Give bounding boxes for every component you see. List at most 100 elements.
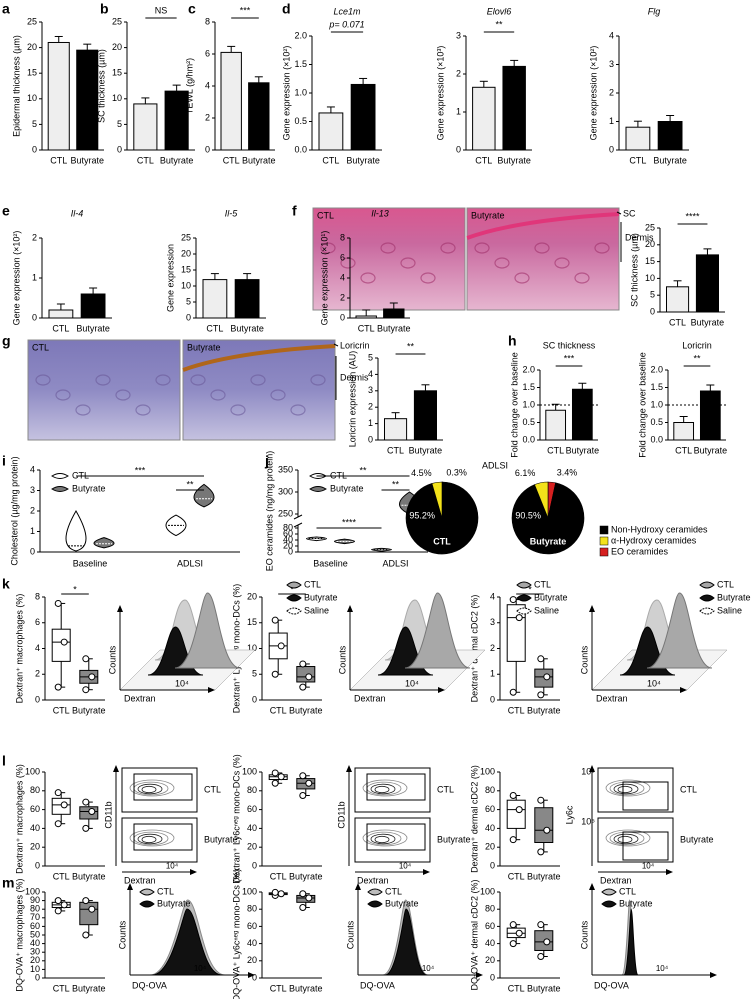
y-tick-label: 250 xyxy=(278,508,293,518)
significance: ** xyxy=(186,479,194,489)
bar xyxy=(318,112,344,151)
histogram xyxy=(404,592,471,669)
y-tick-label: 60 xyxy=(247,921,257,931)
data-point xyxy=(299,660,307,668)
tissue-structure xyxy=(290,404,306,416)
flow-x-label: Dextran xyxy=(124,875,156,885)
data-point xyxy=(299,903,307,911)
axis-arrow xyxy=(589,605,595,612)
y-tick-label: 0 xyxy=(368,434,373,444)
significance: NS xyxy=(155,5,168,15)
panel-label: f xyxy=(292,203,297,219)
violin xyxy=(93,537,115,549)
y-tick-label: 60 xyxy=(30,804,40,814)
flow-y-label: Ly6c xyxy=(564,805,574,824)
y-tick-label: 40 xyxy=(283,534,293,544)
flow-y-label: Counts xyxy=(579,920,589,949)
significance: ** xyxy=(693,353,701,363)
y-axis-label: Gene expression (×10²) xyxy=(588,46,598,141)
data-point xyxy=(54,683,62,691)
data-point xyxy=(509,921,517,929)
legend-swatch xyxy=(699,594,715,602)
tissue-structure xyxy=(190,374,206,386)
data-point xyxy=(299,683,307,691)
box xyxy=(534,807,554,843)
y-tick-label: 20 xyxy=(485,955,495,965)
legend-swatch xyxy=(367,900,383,908)
y-tick-label: 20 xyxy=(30,955,40,965)
legend-swatch xyxy=(699,581,715,589)
y-tick-label: 5 xyxy=(117,119,122,129)
pie-label: CTL xyxy=(433,536,451,546)
legend-label: EO ceramides xyxy=(611,546,669,556)
panel-label: e xyxy=(2,203,10,219)
data-point xyxy=(543,673,551,681)
axis-arrow xyxy=(680,687,687,693)
bar xyxy=(234,279,260,319)
group-label: CTL xyxy=(437,784,454,794)
pie-value-label: 4.5% xyxy=(411,468,432,478)
y-tick-label: 40 xyxy=(247,938,257,948)
data-point xyxy=(54,599,62,607)
tissue-structure xyxy=(135,404,151,416)
tissue-structure xyxy=(95,374,111,386)
y-tick-label: 0 xyxy=(490,694,495,704)
axis-arrow xyxy=(113,765,119,772)
bar xyxy=(76,49,99,151)
histology-image xyxy=(182,339,336,441)
x-tick-label: CTL xyxy=(475,155,492,165)
pie-value-label: 90.5% xyxy=(515,510,541,520)
y-tick-label: 0 xyxy=(32,144,37,154)
data-point xyxy=(299,772,307,780)
panel-label: j xyxy=(264,453,269,469)
axis-arrow xyxy=(476,972,483,978)
axis-arrow xyxy=(127,883,133,890)
y-tick-label: 5 xyxy=(650,290,655,300)
bar xyxy=(502,65,526,151)
x-tick-label: CTL xyxy=(52,323,69,333)
histogram xyxy=(151,908,223,976)
flow-x-label: Dextran xyxy=(357,875,389,885)
pie-value-label: 95.2% xyxy=(409,510,435,520)
pie-slice xyxy=(431,481,443,519)
marker-line xyxy=(333,343,339,347)
data-point xyxy=(54,907,62,915)
y-tick-label: 30 xyxy=(30,947,40,957)
box xyxy=(506,799,526,829)
y-tick-label: 0 xyxy=(30,546,35,556)
y-tick-label: 100 xyxy=(242,766,257,776)
image-marker: Dermis xyxy=(625,232,654,242)
chart-title: Il-5 xyxy=(225,208,238,218)
gate xyxy=(366,823,426,851)
contour xyxy=(141,835,157,844)
legend-label: Butyrate xyxy=(72,483,106,493)
data-point xyxy=(60,801,68,809)
y-tick-label: 80 xyxy=(30,785,40,795)
data-point xyxy=(537,691,545,699)
y-axis-label: TEWL (g/hm²) xyxy=(184,58,194,114)
histology-image xyxy=(312,207,466,311)
chart-title: ADLSI xyxy=(482,460,508,470)
box xyxy=(51,628,71,662)
tissue-structure xyxy=(514,272,530,284)
violin xyxy=(65,509,87,552)
legend-label: Non-Hydroxy ceramides xyxy=(611,524,708,534)
tissue-structure xyxy=(230,404,246,416)
data-point xyxy=(305,673,313,681)
tissue-structure xyxy=(270,389,286,401)
histology-image xyxy=(466,207,620,311)
legend-swatch xyxy=(599,536,609,546)
y-tick-label: 10 xyxy=(27,93,37,103)
bar xyxy=(657,121,683,151)
data-point xyxy=(60,638,68,646)
y-tick-label: 40 xyxy=(485,938,495,948)
tissue-structure xyxy=(155,374,171,386)
flow-plot xyxy=(354,767,431,813)
y-tick-label: 0 xyxy=(288,546,293,556)
y-tick-label: 1 xyxy=(609,116,614,126)
image-label: CTL xyxy=(317,210,334,220)
legend-swatch xyxy=(599,525,609,535)
legend-label: Butyrate xyxy=(157,898,191,908)
y-axis-label: Gene expression (×10¹) xyxy=(319,231,329,326)
